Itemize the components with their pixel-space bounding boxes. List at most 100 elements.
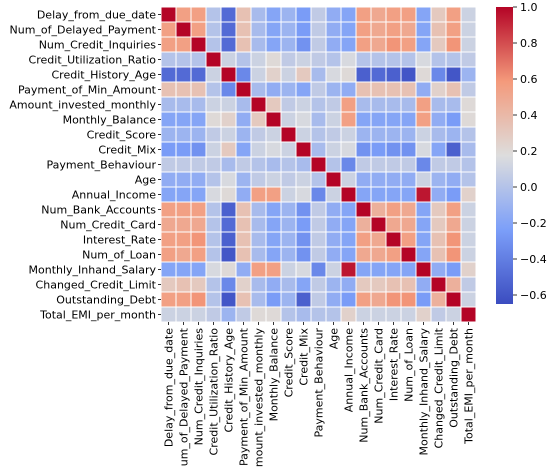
heatmap-cell <box>235 81 252 98</box>
heatmap-cell <box>175 246 192 263</box>
heatmap-cell <box>400 306 417 323</box>
heatmap-cell <box>190 291 207 308</box>
heatmap-cell <box>265 306 282 323</box>
heatmap-cell <box>175 111 192 128</box>
heatmap-cell <box>220 216 237 233</box>
heatmap-cell <box>445 276 462 293</box>
heatmap-cell <box>190 216 207 233</box>
column-label: Delay_from_due_date <box>163 328 176 447</box>
heatmap-cell <box>310 6 327 23</box>
heatmap-cell <box>430 51 447 68</box>
heatmap-cell <box>445 171 462 188</box>
heatmap-cell <box>385 291 402 308</box>
heatmap-cell <box>175 81 192 98</box>
heatmap-cell <box>430 96 447 113</box>
heatmap-cell <box>295 171 312 188</box>
heatmap-cell <box>250 66 267 83</box>
heatmap-cell <box>355 171 372 188</box>
heatmap-cell <box>220 51 237 68</box>
heatmap-cell <box>220 306 237 323</box>
heatmap-cell <box>385 6 402 23</box>
heatmap-cell <box>280 96 297 113</box>
heatmap-cell <box>295 306 312 323</box>
heatmap-cell <box>460 66 477 83</box>
heatmap-cell <box>355 36 372 53</box>
heatmap-cell <box>160 276 177 293</box>
heatmap-cell <box>190 6 207 23</box>
heatmap-cell <box>235 51 252 68</box>
heatmap-cell <box>265 186 282 203</box>
column-label: Num_of_Loan <box>403 328 416 402</box>
heatmap-cell <box>430 231 447 248</box>
colorbar-tick-label: −0.4 <box>520 253 547 266</box>
heatmap-cell <box>175 261 192 278</box>
column-label: Monthly_Balance <box>268 328 281 422</box>
heatmap-cell <box>205 66 222 83</box>
heatmap-cell <box>340 126 357 143</box>
heatmap-cell <box>265 276 282 293</box>
heatmap-cell <box>460 276 477 293</box>
heatmap-cell <box>415 201 432 218</box>
heatmap-cell <box>415 186 432 203</box>
row-label: Payment_of_Min_Amount <box>18 84 157 97</box>
heatmap-cell <box>265 66 282 83</box>
heatmap-cell <box>160 141 177 158</box>
heatmap-cell <box>370 306 387 323</box>
heatmap-cell <box>190 156 207 173</box>
heatmap-cell <box>355 111 372 128</box>
heatmap-cell <box>280 126 297 143</box>
heatmap-cell <box>295 141 312 158</box>
heatmap-cell <box>400 276 417 293</box>
column-label: Num_Credit_Inquiries <box>193 328 206 446</box>
heatmap-cell <box>400 21 417 38</box>
heatmap-cell <box>220 201 237 218</box>
heatmap-cell <box>295 276 312 293</box>
heatmap-cell <box>235 276 252 293</box>
colorbar-tick-label: −0.2 <box>520 217 547 230</box>
heatmap-cell <box>415 141 432 158</box>
heatmap-cell <box>175 156 192 173</box>
heatmap-cell <box>340 156 357 173</box>
heatmap-cell <box>340 231 357 248</box>
heatmap-cell <box>175 216 192 233</box>
heatmap-cell <box>460 291 477 308</box>
heatmap-cell <box>340 51 357 68</box>
heatmap-cell <box>385 216 402 233</box>
heatmap-cell <box>205 141 222 158</box>
heatmap-cell <box>265 81 282 98</box>
heatmap-cell <box>235 156 252 173</box>
heatmap-cell <box>220 291 237 308</box>
heatmap-cell <box>310 171 327 188</box>
heatmap-cell <box>430 21 447 38</box>
heatmap-cell <box>370 36 387 53</box>
heatmap-cell <box>160 111 177 128</box>
heatmap-cell <box>400 81 417 98</box>
heatmap-cell <box>355 186 372 203</box>
heatmap-cell <box>250 21 267 38</box>
heatmap-cell <box>205 51 222 68</box>
heatmap-cell <box>190 261 207 278</box>
heatmap-cell <box>370 156 387 173</box>
heatmap-cell <box>310 111 327 128</box>
heatmap-cell <box>445 201 462 218</box>
heatmap-cell <box>430 36 447 53</box>
heatmap-cell <box>415 216 432 233</box>
heatmap-cell <box>160 6 177 23</box>
heatmap-cell <box>235 246 252 263</box>
heatmap-cell <box>415 261 432 278</box>
heatmap-cell <box>370 96 387 113</box>
heatmap-cell <box>235 96 252 113</box>
column-label: Amount_invested_monthly <box>253 328 266 467</box>
heatmap-cell <box>340 81 357 98</box>
heatmap-cell <box>460 216 477 233</box>
heatmap-cell <box>220 96 237 113</box>
heatmap-cell <box>460 306 477 323</box>
heatmap-cell <box>220 156 237 173</box>
heatmap-cell <box>235 306 252 323</box>
heatmap-cell <box>190 126 207 143</box>
heatmap-cell <box>160 156 177 173</box>
heatmap-cell <box>205 276 222 293</box>
heatmap-cell <box>175 96 192 113</box>
heatmap-cell <box>310 216 327 233</box>
